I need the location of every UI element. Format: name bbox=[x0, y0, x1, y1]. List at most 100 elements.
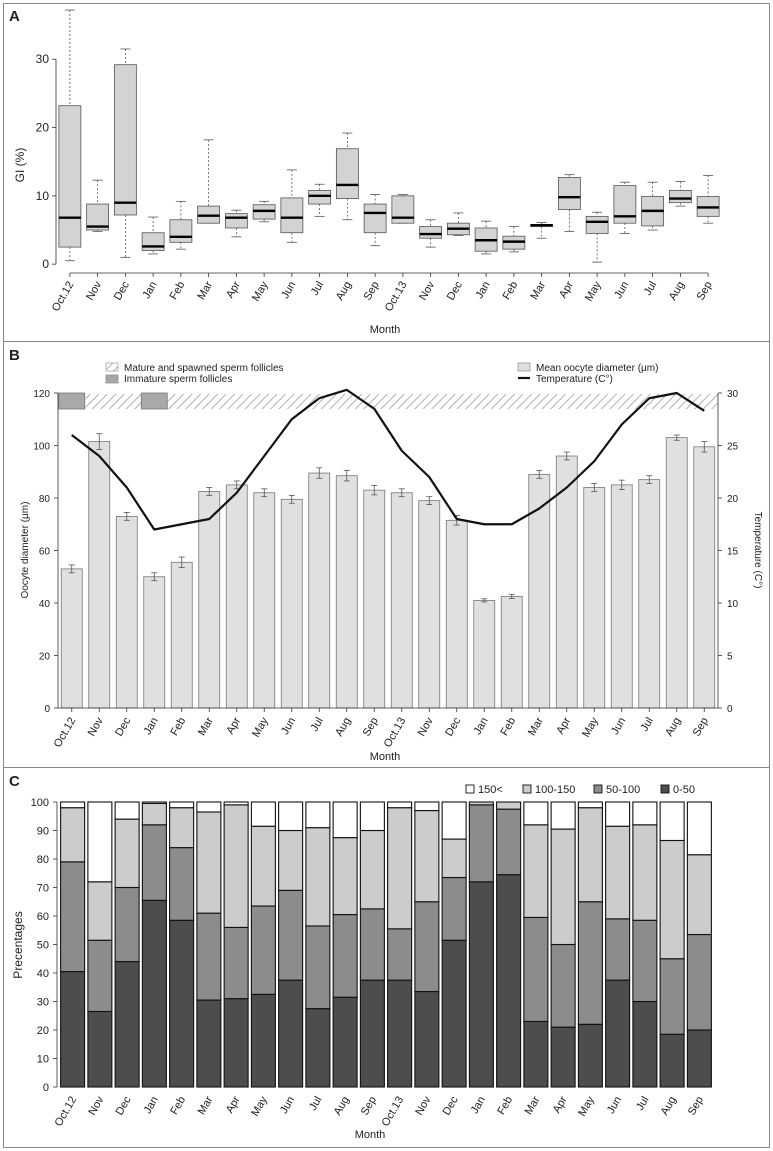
stacked-segment-0-50 bbox=[659, 1033, 685, 1088]
y-tick-label: 10 bbox=[37, 1054, 49, 1066]
stacked-segment-150< bbox=[686, 801, 712, 856]
stacked-segment-50-100 bbox=[468, 804, 494, 883]
panel-b-x-tick-label: Sep bbox=[691, 716, 711, 739]
panel-b-x-tick-label: Feb bbox=[498, 716, 518, 738]
panel-c-x-tick-label: May bbox=[576, 1094, 597, 1118]
box bbox=[613, 185, 637, 224]
stacked-segment-150< bbox=[250, 801, 276, 827]
panel-b-x-tick-label: Aug bbox=[333, 716, 353, 739]
panel-a-boxes bbox=[58, 9, 720, 263]
legend-swatch bbox=[593, 784, 603, 794]
y-tick-label: 100 bbox=[31, 797, 49, 809]
panel-b-x-tick-label: Mar bbox=[526, 715, 546, 738]
box bbox=[224, 213, 248, 229]
panel-c-x-tick-label: Nov bbox=[86, 1094, 106, 1117]
panel-c-x-tick-label: Jul bbox=[307, 1095, 324, 1113]
panel-b-temperature-line bbox=[71, 388, 705, 531]
oocyte-bar bbox=[335, 475, 358, 709]
panel-c-x-tick-label: Dec bbox=[441, 1094, 461, 1117]
y-right-tick-label: 5 bbox=[727, 652, 733, 663]
panel-a-x-tick-label: Jan bbox=[140, 280, 159, 301]
oocyte-bar bbox=[115, 515, 138, 709]
stacked-segment-50-100 bbox=[141, 824, 167, 901]
panel-b-xlabel: Month bbox=[370, 751, 401, 763]
panel-a-x-tick-label: Feb bbox=[168, 280, 188, 302]
legend-label: 50-100 bbox=[606, 784, 640, 796]
stacked-segment-0-50 bbox=[359, 979, 385, 1088]
panel-b-x-tick-label: Aug bbox=[663, 716, 683, 739]
stacked-segment-0-50 bbox=[87, 1010, 113, 1088]
panel-a-axes: 0 10 20 30 Oct.12 Nov Dec Jan Feb Mar Apr May Jun Jul… bbox=[36, 52, 715, 313]
stacked-segment-100-150 bbox=[441, 838, 467, 879]
stacked-segment-50-100 bbox=[196, 912, 222, 1001]
panel-a-boxplot: 0 10 20 30 Oct.12 Nov Dec Jan Feb Mar Apr May Jun Jul… bbox=[13, 9, 720, 336]
stacked-segment-150< bbox=[414, 801, 440, 812]
stacked-segment-150< bbox=[141, 801, 167, 804]
panel-b-x-tick-label: Jul bbox=[308, 716, 325, 734]
stacked-segment-100-150 bbox=[496, 801, 522, 810]
stacked-segment-50-100 bbox=[223, 926, 249, 1000]
stacked-segment-150< bbox=[196, 801, 222, 813]
stacked-segment-100-150 bbox=[414, 809, 440, 903]
stacked-segment-100-150 bbox=[141, 802, 167, 826]
panel-c-x-tick-label: Apr bbox=[224, 1094, 243, 1115]
stacked-segment-150< bbox=[577, 801, 603, 809]
stacked-segment-150< bbox=[278, 801, 304, 832]
stacked-segment-150< bbox=[387, 801, 413, 809]
stacked-segment-50-100 bbox=[332, 914, 358, 998]
stacked-segment-0-50 bbox=[523, 1020, 549, 1088]
stacked-segment-0-50 bbox=[496, 874, 522, 1088]
panel-c-x-tick-label: Jun bbox=[605, 1095, 624, 1116]
stacked-segment-0-50 bbox=[114, 961, 140, 1088]
legend-label-immature: Immature sperm follicles bbox=[124, 374, 232, 385]
panel-b-bars bbox=[60, 433, 716, 709]
oocyte-bar bbox=[198, 491, 221, 709]
stacked-segment-0-50 bbox=[632, 1000, 658, 1088]
oocyte-bar bbox=[445, 519, 468, 709]
panel-c-x-tick-label: Jan bbox=[469, 1095, 488, 1116]
panel-a-x-tick-label: Jun bbox=[279, 280, 298, 301]
panel-c-x-tick-label: Mar bbox=[523, 1094, 543, 1117]
y-tick-label: 100 bbox=[33, 442, 50, 453]
y-tick-label: 20 bbox=[37, 1025, 49, 1037]
stacked-segment-0-50 bbox=[468, 881, 494, 1088]
follicle-strip-immature bbox=[140, 392, 168, 410]
box bbox=[308, 189, 332, 205]
oocyte-bar bbox=[308, 472, 331, 709]
oocyte-bar bbox=[253, 492, 276, 709]
legend-swatch bbox=[660, 784, 670, 794]
panel-a-x-tick-label: Jun bbox=[612, 280, 631, 301]
panel-a-x-tick-label: Sep bbox=[695, 280, 715, 303]
y-right-tick-label: 10 bbox=[727, 599, 739, 610]
stacked-segment-0-50 bbox=[414, 990, 440, 1088]
stacked-segment-100-150 bbox=[305, 827, 331, 927]
panel-c-xlabel: Month bbox=[355, 1129, 386, 1141]
stacked-segment-150< bbox=[114, 801, 140, 820]
legend-label-mature: Mature and spawned sperm follicles bbox=[124, 363, 284, 374]
legend-label-oocyte: Mean oocyte diameter (μm) bbox=[536, 363, 658, 374]
box bbox=[280, 197, 304, 234]
panel-b-ylabel-right: Temperature (C°) bbox=[752, 512, 763, 589]
stacked-segment-50-100 bbox=[169, 847, 195, 921]
y-tick-label: 40 bbox=[37, 968, 49, 980]
panel-a-x-tick-label: Feb bbox=[501, 280, 521, 302]
panel-a-x-tick-label: Dec bbox=[112, 279, 132, 302]
y-right-tick-label: 25 bbox=[727, 442, 739, 453]
stacked-segment-100-150 bbox=[250, 825, 276, 907]
box bbox=[391, 195, 415, 224]
panel-b-x-tick-label: Jan bbox=[142, 716, 161, 737]
panel-c-x-tick-label: Mar bbox=[196, 1094, 216, 1117]
legend-swatch bbox=[522, 784, 532, 794]
box bbox=[58, 105, 82, 248]
stacked-segment-50-100 bbox=[87, 939, 113, 1013]
y-right-tick-label: 20 bbox=[727, 494, 739, 505]
legend-swatch bbox=[465, 784, 475, 794]
stacked-segment-50-100 bbox=[686, 933, 712, 1031]
oocyte-bar bbox=[225, 484, 248, 709]
panel-b-x-tick-label: May bbox=[250, 715, 271, 739]
stacked-segment-100-150 bbox=[278, 829, 304, 891]
stacked-segment-150< bbox=[441, 801, 467, 840]
panel-c-x-tick-label: Feb bbox=[168, 1095, 188, 1117]
stacked-segment-0-50 bbox=[550, 1026, 576, 1088]
panel-a-ylabel: GI (%) bbox=[13, 148, 27, 183]
